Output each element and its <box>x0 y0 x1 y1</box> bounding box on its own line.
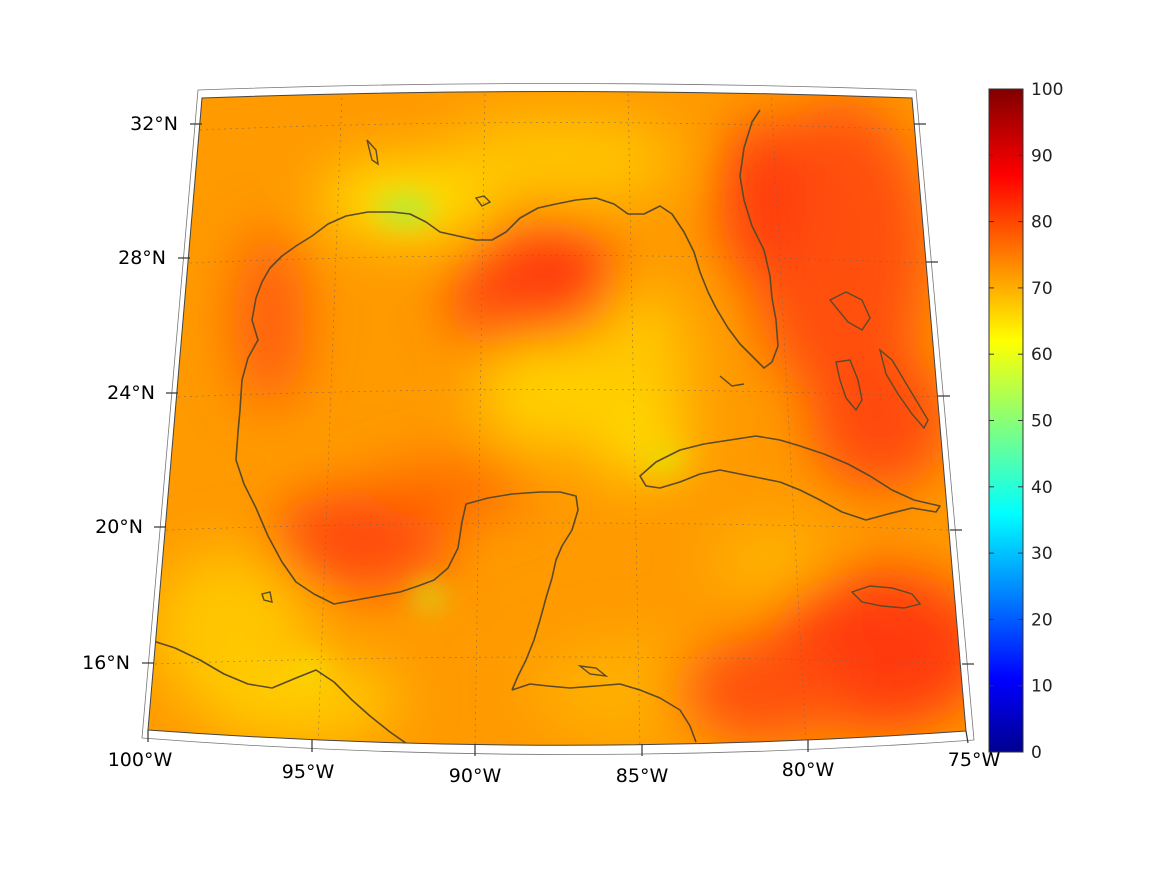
field-blobs <box>150 100 966 740</box>
mexico-gulf-coast <box>235 297 579 691</box>
island-e <box>474 195 492 207</box>
island-d <box>719 375 745 387</box>
island-b <box>261 591 273 603</box>
field-layer <box>148 91 966 746</box>
colorbar-gradient <box>988 88 1024 753</box>
colorbar-label: 10 <box>1031 677 1053 697</box>
colorbar-label: 40 <box>1031 478 1053 498</box>
lat-label-16: 16°N <box>82 652 130 674</box>
lon-label-90: 90°W <box>449 765 502 787</box>
island-a <box>366 139 379 166</box>
lat-label-20: 20°N <box>95 516 143 538</box>
colorbar-label: 80 <box>1031 213 1053 233</box>
lon-label-80: 80°W <box>782 759 835 781</box>
colorbar-label: 50 <box>1031 412 1053 432</box>
lon-label-75: 75°W <box>948 749 1001 771</box>
jamaica <box>850 585 922 609</box>
bahamas-3 <box>878 348 929 430</box>
colorbar-label: 0 <box>1031 743 1042 763</box>
frame-ticks <box>142 123 974 756</box>
coastlines <box>149 109 941 746</box>
lon-labels: 100°W 95°W 90°W 85°W 80°W 75°W <box>108 749 1001 787</box>
colorbar-label: 70 <box>1031 279 1053 299</box>
colorbar-label: 100 <box>1031 80 1063 100</box>
lat-labels: 32°N 28°N 24°N 20°N 16°N <box>82 113 178 674</box>
bahamas-2 <box>835 359 863 412</box>
colorbar-label: 90 <box>1031 146 1053 166</box>
lon-label-100: 100°W <box>108 749 173 771</box>
lat-label-32: 32°N <box>130 113 178 135</box>
cuba <box>639 435 941 521</box>
colorbar-label: 20 <box>1031 610 1053 630</box>
us-gulf-coast <box>255 109 779 369</box>
map-frame <box>147 91 967 746</box>
lat-label-24: 24°N <box>107 382 155 404</box>
colorbar-label: 30 <box>1031 544 1053 564</box>
lat-label-28: 28°N <box>118 247 166 269</box>
pacific-coast <box>149 639 411 746</box>
lon-label-95: 95°W <box>282 761 335 783</box>
honduras-coast <box>511 683 697 743</box>
map-frame-outer <box>141 83 975 755</box>
colorbar-label: 60 <box>1031 345 1053 365</box>
colorbar-ticks <box>989 88 1023 753</box>
graticule <box>154 91 961 746</box>
island-c <box>577 664 609 678</box>
bahamas-1 <box>828 291 871 331</box>
lon-label-85: 85°W <box>616 765 669 787</box>
